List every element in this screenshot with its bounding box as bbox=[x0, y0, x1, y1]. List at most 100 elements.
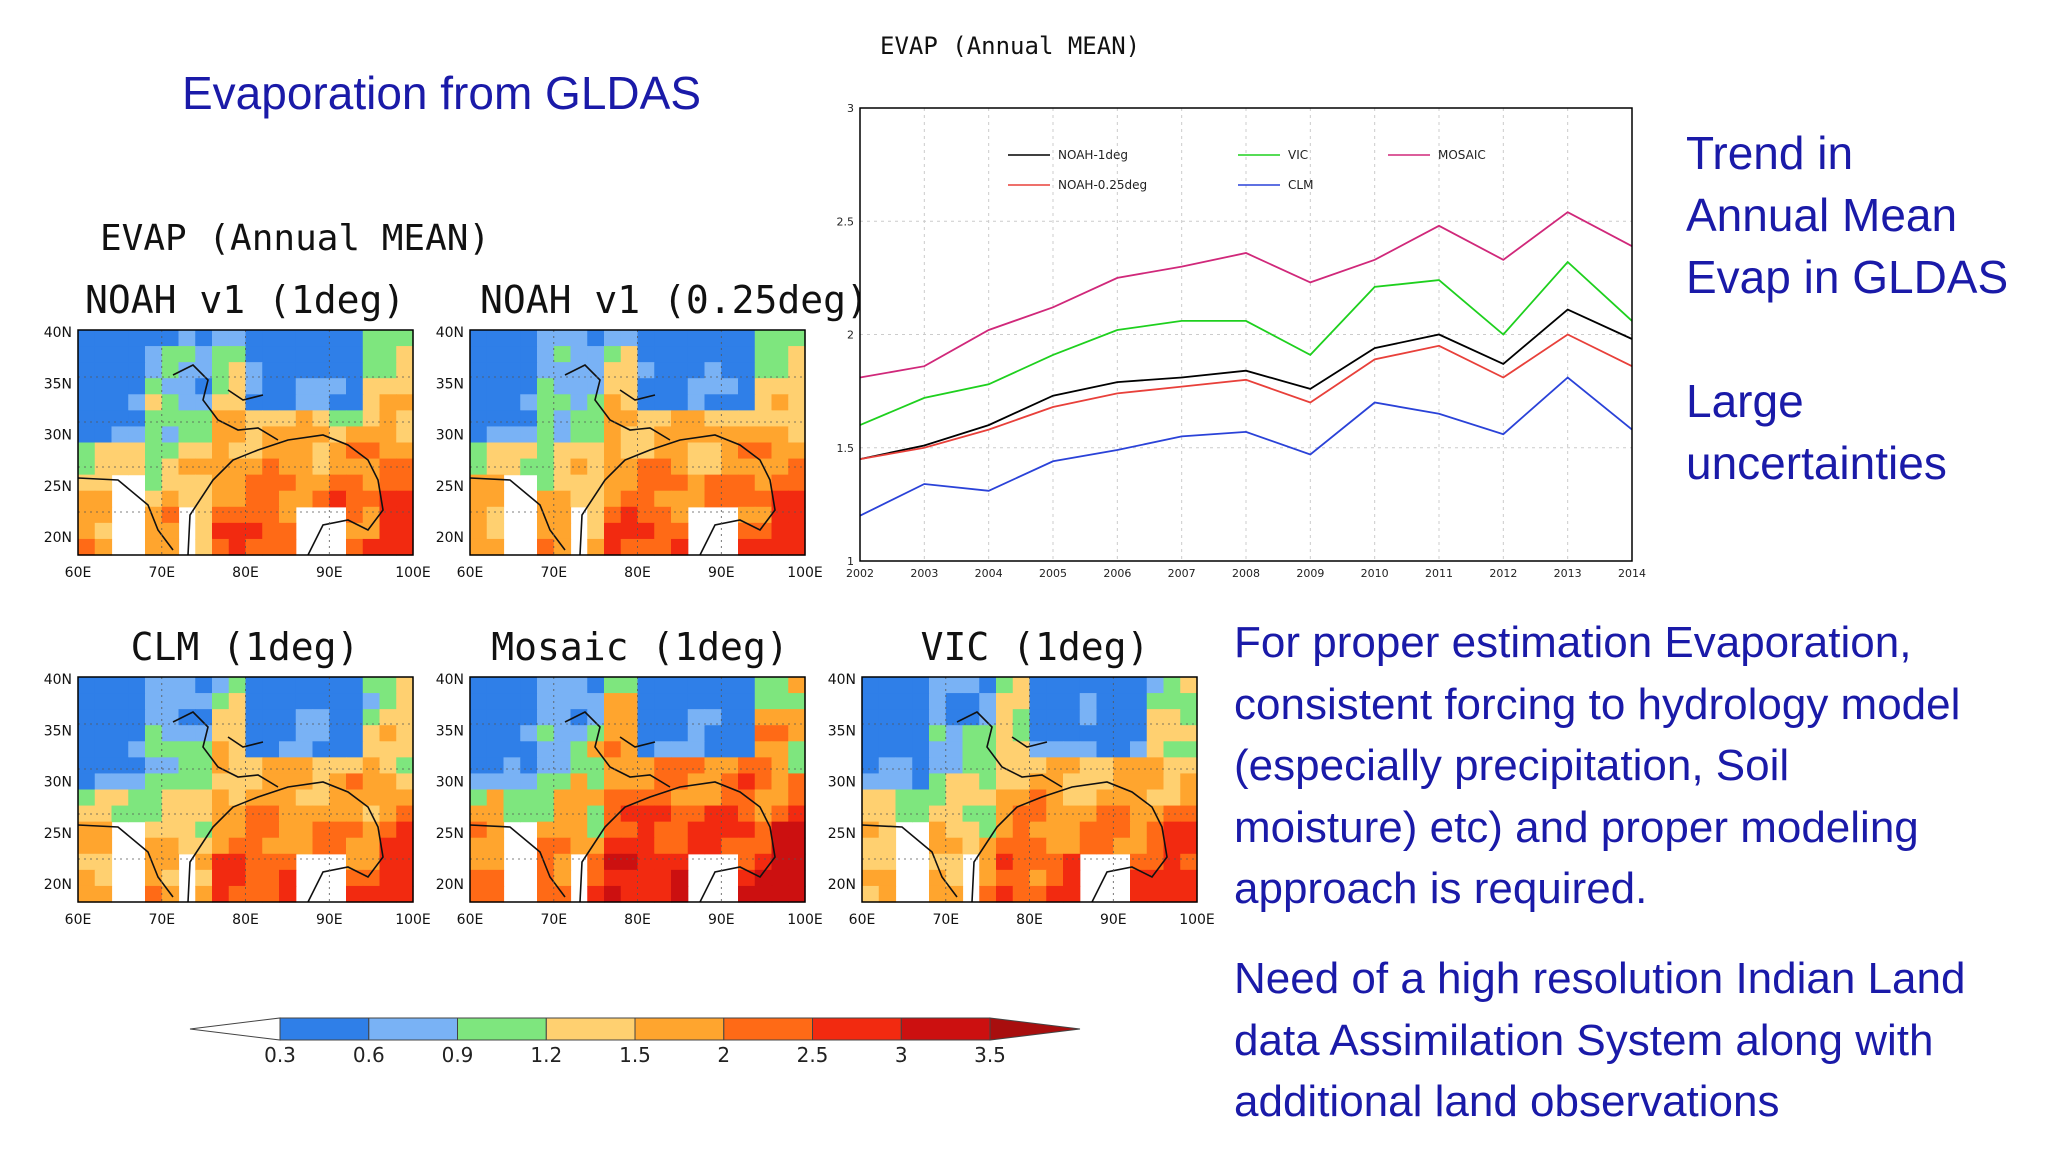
map-cell bbox=[396, 725, 414, 742]
colorbar: 0.3 0.6 0.9 1.2 1.5 2 2.5 3 3.5 bbox=[189, 1017, 1081, 1067]
map-cell bbox=[671, 522, 689, 540]
map-cell bbox=[570, 442, 588, 460]
map-cell bbox=[1180, 869, 1198, 887]
map-cell bbox=[379, 757, 397, 775]
map-cell bbox=[570, 725, 588, 742]
map-cell bbox=[1063, 837, 1081, 855]
map-cell bbox=[671, 757, 689, 775]
map-cell bbox=[470, 362, 488, 379]
paragraph-line: data Assimilation System along with bbox=[1234, 1015, 1934, 1065]
map-cell bbox=[396, 693, 414, 710]
map-cell bbox=[161, 741, 180, 758]
map-cell bbox=[470, 869, 488, 887]
colorbar-label: 2.5 bbox=[797, 1043, 829, 1067]
map-cell bbox=[1046, 741, 1064, 758]
map-cell bbox=[1146, 837, 1165, 855]
map-cell bbox=[537, 805, 555, 823]
map-cell bbox=[1063, 725, 1081, 742]
map-cell bbox=[312, 725, 330, 742]
x-tick-label: 2004 bbox=[975, 567, 1003, 580]
map-cell bbox=[195, 757, 213, 775]
map-cell bbox=[587, 725, 605, 742]
map-cell bbox=[895, 741, 913, 758]
map-cell bbox=[537, 853, 555, 871]
map-cell bbox=[312, 789, 330, 807]
map-cell bbox=[245, 837, 263, 855]
map-cell bbox=[1046, 693, 1064, 710]
map-cell bbox=[654, 693, 672, 710]
map-cell bbox=[738, 869, 756, 887]
map-cell bbox=[470, 346, 488, 363]
map-cell bbox=[654, 837, 672, 855]
map-cell bbox=[78, 773, 96, 791]
map-cell bbox=[671, 506, 689, 524]
map-cell bbox=[312, 693, 330, 710]
map-cell bbox=[654, 426, 672, 444]
map-cell bbox=[312, 821, 330, 839]
map-cell bbox=[979, 693, 997, 710]
map-cell bbox=[486, 885, 505, 903]
map-cell bbox=[1012, 869, 1031, 887]
chart-title: EVAP (Annual MEAN) bbox=[880, 32, 1141, 60]
map-cell bbox=[771, 490, 789, 508]
map-cell bbox=[228, 410, 247, 428]
map-cell bbox=[1113, 709, 1131, 726]
paragraph-forcing: For proper estimation Evaporation, consi… bbox=[1234, 612, 1960, 920]
map-cell bbox=[704, 837, 722, 855]
map-cell bbox=[362, 789, 381, 807]
map-cell bbox=[687, 709, 706, 726]
map-cell bbox=[912, 789, 930, 807]
map-cell bbox=[396, 394, 414, 411]
map-cell bbox=[312, 458, 330, 476]
map-cell bbox=[895, 757, 913, 775]
map-cell bbox=[111, 394, 129, 411]
map-cell bbox=[145, 677, 163, 694]
map-cell bbox=[604, 394, 622, 411]
map-cell bbox=[379, 709, 397, 726]
map-cell bbox=[687, 821, 706, 839]
map-cell bbox=[537, 394, 555, 411]
map-cell bbox=[379, 693, 397, 710]
map-cell bbox=[262, 474, 280, 492]
map-cell bbox=[721, 709, 739, 726]
map-cell bbox=[145, 757, 163, 775]
map-cell bbox=[979, 869, 997, 887]
map-cell bbox=[520, 426, 538, 444]
map-cell bbox=[754, 773, 773, 791]
map-cell bbox=[279, 346, 297, 363]
map-cell bbox=[654, 821, 672, 839]
map-cell bbox=[754, 853, 773, 871]
map-cell bbox=[329, 757, 347, 775]
map-cell bbox=[929, 821, 947, 839]
map-cell bbox=[671, 693, 689, 710]
map-cell bbox=[754, 378, 773, 395]
map-cell bbox=[687, 693, 706, 710]
map-cell bbox=[262, 885, 280, 903]
map-cell bbox=[228, 805, 247, 823]
map-cell bbox=[878, 757, 897, 775]
map-cell bbox=[346, 677, 364, 694]
map-cell bbox=[788, 789, 806, 807]
map-cell bbox=[228, 709, 247, 726]
colorbar-bin bbox=[368, 1017, 459, 1041]
map-cell bbox=[178, 490, 196, 508]
map-cell bbox=[178, 394, 196, 411]
map-cell bbox=[329, 725, 347, 742]
map-cell bbox=[111, 773, 129, 791]
map-cell bbox=[738, 725, 756, 742]
map-cell bbox=[771, 805, 789, 823]
map-cell bbox=[895, 693, 913, 710]
map-cell bbox=[145, 789, 163, 807]
map-cell bbox=[329, 410, 347, 428]
map-cell bbox=[587, 677, 605, 694]
map-cell bbox=[379, 346, 397, 363]
map-cell bbox=[161, 677, 180, 694]
map-cell bbox=[862, 885, 880, 903]
map-cell bbox=[587, 538, 605, 556]
lon-tick-label: 70E bbox=[932, 912, 959, 928]
map-cell bbox=[788, 725, 806, 742]
map-cell bbox=[637, 362, 655, 379]
map-cell bbox=[738, 330, 756, 347]
map-cell bbox=[379, 773, 397, 791]
y-tick-label: 1 bbox=[847, 555, 854, 568]
